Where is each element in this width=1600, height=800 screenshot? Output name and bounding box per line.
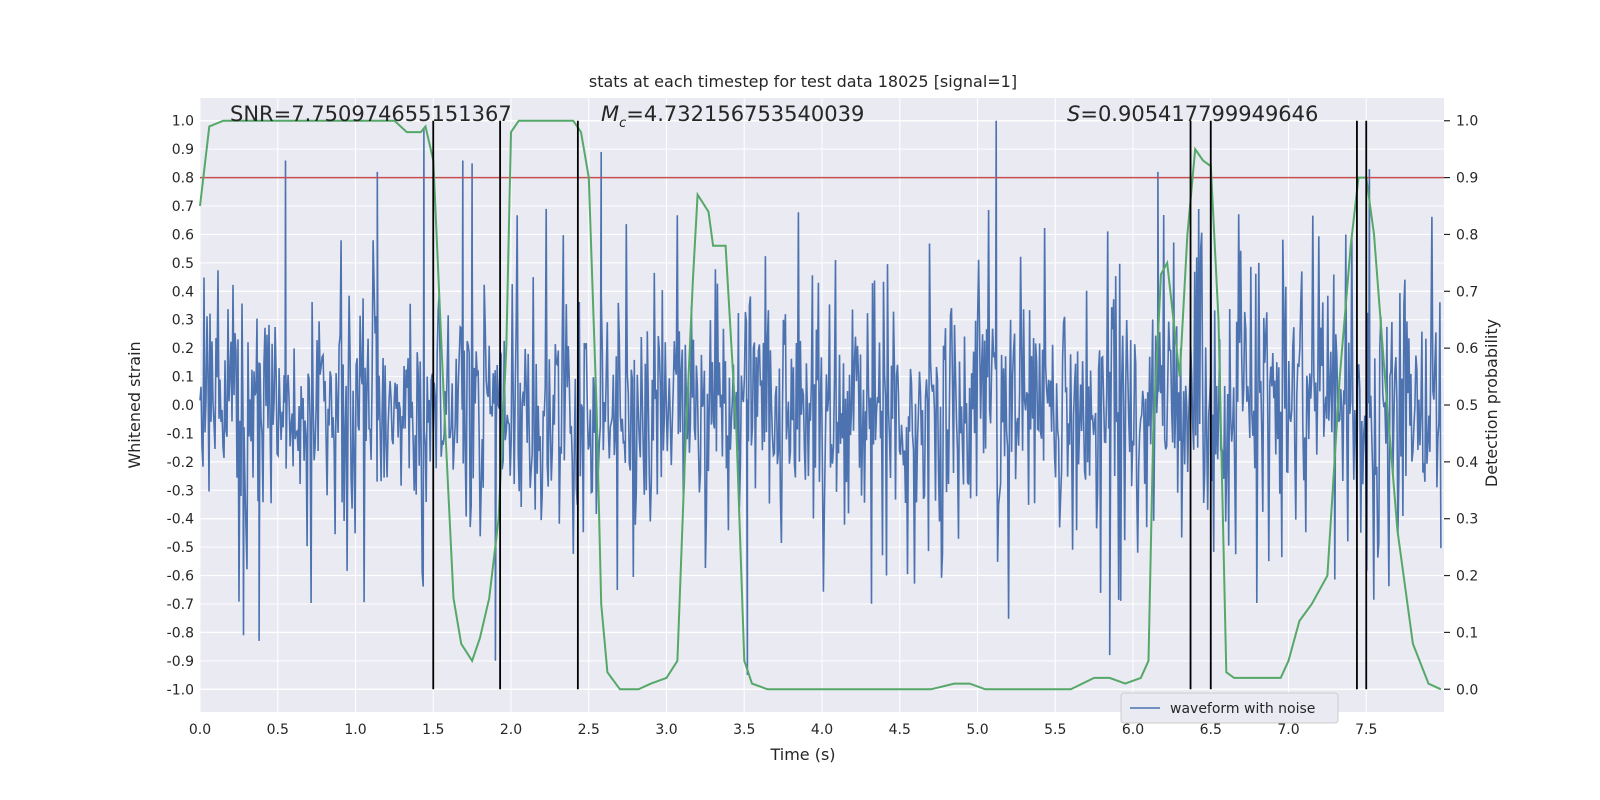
waveform-with-noise-series <box>199 120 1442 676</box>
detection-probability-series <box>199 119 1442 691</box>
y-tick-label: -0.9 <box>167 654 194 670</box>
x-tick-label: 7.0 <box>1277 722 1299 738</box>
y-tick-label: -0.6 <box>167 569 194 585</box>
y2-tick-label: 0.2 <box>1456 569 1478 585</box>
y-tick-label: -0.1 <box>167 426 194 442</box>
x-tick-label: 5.0 <box>966 722 988 738</box>
y-tick-label: 0.6 <box>172 227 194 243</box>
x-tick-label: 3.5 <box>733 722 755 738</box>
y-tick-label: 0.0 <box>172 398 194 414</box>
x-tick-label: 7.5 <box>1355 722 1377 738</box>
x-tick-label: 6.0 <box>1122 722 1144 738</box>
s-annotation: S=0.905417799949646 <box>1067 102 1318 126</box>
x-tick-label: 0.0 <box>189 722 211 738</box>
y-tick-label: 0.9 <box>172 142 194 158</box>
s-symbol: S <box>1067 102 1080 126</box>
x-tick-label: 4.0 <box>811 722 833 738</box>
y-tick-label: -0.5 <box>167 540 194 556</box>
x-tick-label: 4.5 <box>889 722 911 738</box>
y2-tick-label: 0.7 <box>1456 284 1478 300</box>
x-tick-label: 1.0 <box>344 722 366 738</box>
chirp-mass-annotation: Mc=4.732156753540039 <box>601 102 864 131</box>
y-tick-label: -0.4 <box>167 512 194 528</box>
y2-tick-label: 1.0 <box>1456 114 1478 130</box>
y-tick-label: 0.7 <box>172 199 194 215</box>
y2-axis-label: Detection probability <box>1482 319 1501 487</box>
y-tick-label: 0.3 <box>172 313 194 329</box>
y2-tick-label: 0.0 <box>1456 682 1478 698</box>
y-tick-label: 0.1 <box>172 370 194 386</box>
y2-tick-label: 0.8 <box>1456 227 1478 243</box>
y-tick-label: -0.8 <box>167 625 194 641</box>
x-tick-label: 5.5 <box>1044 722 1066 738</box>
y2-tick-label: 0.3 <box>1456 512 1478 528</box>
y-tick-label: -0.2 <box>167 455 194 471</box>
y-tick-label: -0.7 <box>167 597 194 613</box>
y-tick-label: 0.8 <box>172 171 194 187</box>
y2-tick-label: 0.5 <box>1456 398 1478 414</box>
y-axis-label: Whitened strain <box>125 341 144 468</box>
mc-value: =4.732156753540039 <box>626 102 864 126</box>
chart-title: stats at each timestep for test data 180… <box>589 72 1017 91</box>
x-tick-label: 0.5 <box>267 722 289 738</box>
y-tick-label: 0.2 <box>172 341 194 357</box>
legend: waveform with noise <box>1120 692 1339 724</box>
mc-subscript: c <box>619 116 626 131</box>
y-tick-label: 0.5 <box>172 256 194 272</box>
y-tick-label: 1.0 <box>172 114 194 130</box>
x-tick-label: 3.0 <box>655 722 677 738</box>
legend-label: waveform with noise <box>1170 701 1315 717</box>
y2-tick-label: 0.1 <box>1456 625 1478 641</box>
x-tick-label: 2.5 <box>578 722 600 738</box>
y2-tick-label: 0.6 <box>1456 341 1478 357</box>
y-tick-label: -1.0 <box>167 682 194 698</box>
x-tick-label: 6.5 <box>1200 722 1222 738</box>
legend-box <box>1120 692 1339 724</box>
y2-tick-label: 0.9 <box>1456 171 1478 187</box>
y-tick-label: -0.3 <box>167 483 194 499</box>
x-tick-label: 2.0 <box>500 722 522 738</box>
x-tick-label: 1.5 <box>422 722 444 738</box>
mc-symbol: M <box>601 102 619 126</box>
s-value: =0.905417799949646 <box>1080 102 1318 126</box>
y2-tick-label: 0.4 <box>1456 455 1478 471</box>
x-axis-label: Time (s) <box>769 745 835 764</box>
snr-annotation: SNR=7.750974655151367 <box>230 102 512 126</box>
y-tick-label: 0.4 <box>172 284 194 300</box>
